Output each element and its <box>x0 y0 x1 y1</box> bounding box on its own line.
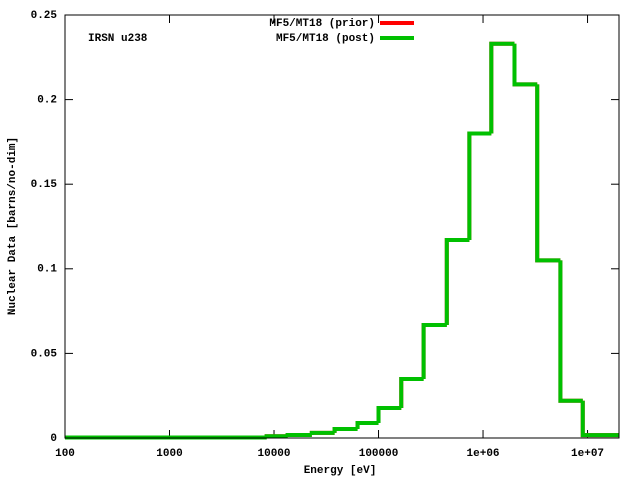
x-tick-label: 100000 <box>359 448 399 460</box>
y-tick-label: 0.05 <box>31 348 58 360</box>
step-segment <box>467 131 492 241</box>
step-segment <box>421 322 447 379</box>
plot-border <box>64 14 620 439</box>
x-axis-label: Energy [eV] <box>304 465 377 477</box>
y-tick-label: 0.2 <box>37 95 57 107</box>
step-segment <box>580 400 619 438</box>
x-tick-label: 1000 <box>156 448 182 460</box>
step-segment <box>489 41 515 134</box>
step-segment <box>535 84 561 263</box>
legend-label: MF5/MT18 (prior) <box>269 18 375 30</box>
annotation: IRSN u238 <box>88 33 148 45</box>
y-tick-label: 0 <box>50 433 57 445</box>
step-segment <box>558 260 583 403</box>
y-axis-label: Nuclear Data [barns/no-dim] <box>7 137 19 315</box>
step-segment <box>332 427 358 433</box>
x-tick-label: 1e+06 <box>467 448 500 460</box>
y-tick-label: 0.1 <box>37 264 57 276</box>
step-segment <box>376 406 402 423</box>
step-segment <box>309 430 335 435</box>
step-segment <box>399 376 424 409</box>
step-segment <box>355 420 379 430</box>
x-tick-label: 100 <box>55 448 75 460</box>
step-segment <box>512 43 538 87</box>
step-segment <box>444 238 470 325</box>
x-tick-label: 1e+07 <box>571 448 604 460</box>
legend-label: MF5/MT18 (post) <box>276 33 375 45</box>
y-tick-label: 0.15 <box>31 179 58 191</box>
step-segment <box>285 432 312 437</box>
step-segment <box>264 434 288 439</box>
x-tick-label: 10000 <box>258 448 291 460</box>
y-tick-label: 0.25 <box>31 10 58 22</box>
